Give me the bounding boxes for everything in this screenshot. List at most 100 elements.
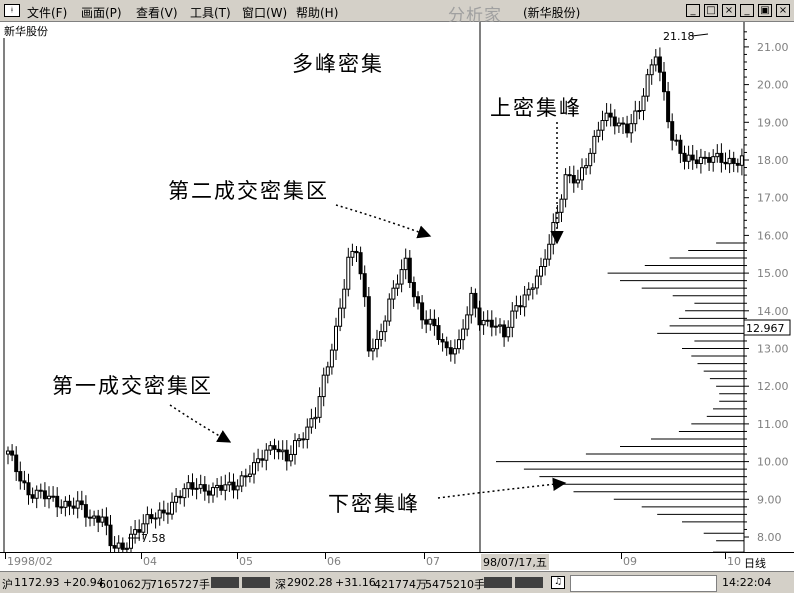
doc-restore-button[interactable]: ▣ <box>758 4 772 17</box>
candle-body <box>547 243 552 260</box>
candle-body <box>350 250 355 258</box>
close-button[interactable]: × <box>722 4 736 17</box>
menu-help[interactable]: 帮助(H) <box>296 6 339 20</box>
candle-body <box>174 495 179 503</box>
candle-body <box>329 349 334 368</box>
candle-body <box>321 374 326 398</box>
doc-minimize-button[interactable]: _ <box>740 4 754 17</box>
candle-body <box>391 287 396 300</box>
candle-body <box>432 318 437 327</box>
menu-window[interactable]: 窗口(W) <box>242 6 288 20</box>
candle-body <box>461 328 466 341</box>
candle-body <box>510 310 515 328</box>
candle-body <box>395 283 400 289</box>
candle-body <box>403 257 408 271</box>
arrow-lower-peak <box>437 477 567 499</box>
chart-area[interactable]: 8.00 9.00 10.00 11.00 12.00 13.00 14.00 15.00 16… <box>0 22 794 552</box>
candle-body <box>608 112 613 118</box>
price-tick-label: 18.00 <box>757 154 789 167</box>
candle-body <box>165 512 170 515</box>
candle-body <box>690 154 695 161</box>
restore-button[interactable]: □ <box>704 4 718 17</box>
candle-body <box>399 269 404 285</box>
candle-body <box>120 542 125 550</box>
menu-tools[interactable]: 工具(T) <box>190 6 231 20</box>
app-icon[interactable]: ᚼ <box>4 4 20 17</box>
doc-close-button[interactable]: × <box>776 4 790 17</box>
candle-body <box>96 515 101 523</box>
candle-body <box>149 514 154 520</box>
candle-body <box>22 480 27 484</box>
candle-body <box>739 155 744 166</box>
candle-body <box>10 450 15 456</box>
candle-body <box>67 500 72 507</box>
candle-body <box>477 307 482 326</box>
menu-file[interactable]: 文件(F) <box>27 6 68 20</box>
time-axis: 1998/02 04 05 06 07 98/07/17,五 09 10 日线 <box>0 552 794 571</box>
candle-body <box>436 325 441 341</box>
sh-volume: 7165727手 <box>150 578 210 591</box>
alert-icon[interactable]: ♫ <box>551 576 565 589</box>
candle-body <box>506 326 511 338</box>
candle-body <box>358 252 363 275</box>
date-label-04: 04 <box>143 555 157 568</box>
candle-body <box>428 318 433 325</box>
candle-body <box>202 484 207 492</box>
candle-body <box>694 159 699 165</box>
candle-body <box>260 458 265 461</box>
candle-body <box>186 482 191 490</box>
candle-body <box>481 319 486 326</box>
minimize-button[interactable]: _ <box>686 4 700 17</box>
high-marker-line <box>691 33 709 37</box>
date-tick <box>5 553 6 559</box>
sh-index-change: +20.94 <box>63 576 104 589</box>
candle-body <box>448 347 453 355</box>
candle-body <box>325 366 330 376</box>
candle-body <box>379 331 384 340</box>
candle-body <box>686 154 691 162</box>
sz-volume: 5475210手 <box>425 578 485 591</box>
period-unit-label[interactable]: 日线 <box>744 557 766 570</box>
candle-body <box>153 517 158 520</box>
candle-body <box>141 523 146 533</box>
menu-screen[interactable]: 画面(P) <box>81 6 122 20</box>
current-price-label: 12.967 <box>746 322 785 335</box>
candle-body <box>596 129 601 137</box>
candle-body <box>559 198 564 213</box>
candle-body <box>678 139 683 154</box>
candle-body <box>182 488 187 499</box>
candle-body <box>362 273 367 298</box>
candle-body <box>604 112 609 122</box>
date-label-07: 07 <box>426 555 440 568</box>
candle-body <box>231 481 236 491</box>
date-tick <box>237 553 238 559</box>
candle-body <box>424 319 429 325</box>
candle-body <box>383 320 388 333</box>
candle-body <box>584 165 589 169</box>
candle-body <box>47 495 51 500</box>
menu-view[interactable]: 查看(V) <box>136 6 178 20</box>
price-chart[interactable]: 8.00 9.00 10.00 11.00 12.00 13.00 14.00 15.00 16… <box>0 22 794 552</box>
candle-body <box>284 449 289 462</box>
sz-strength-bar <box>515 577 543 588</box>
candle-body <box>293 440 297 455</box>
sz-index-value: 2902.28 <box>287 576 333 589</box>
candle-body <box>711 156 716 163</box>
date-tick <box>141 553 142 559</box>
candle-body <box>190 482 195 490</box>
candle-body <box>288 453 293 462</box>
candle-body <box>539 266 543 277</box>
candle-body <box>551 222 556 245</box>
candle-body <box>264 449 269 461</box>
candle-body <box>674 139 679 142</box>
sz-index-change: +31.16 <box>335 576 376 589</box>
high-price-label: 21.18 <box>663 30 695 43</box>
candle-body <box>567 174 572 177</box>
candle-body <box>252 462 256 475</box>
candle-body <box>309 418 314 428</box>
candle-body <box>469 292 474 316</box>
candle-body <box>440 339 445 343</box>
candle-body <box>63 500 68 508</box>
candle-body <box>485 319 490 322</box>
date-tick <box>725 553 726 559</box>
